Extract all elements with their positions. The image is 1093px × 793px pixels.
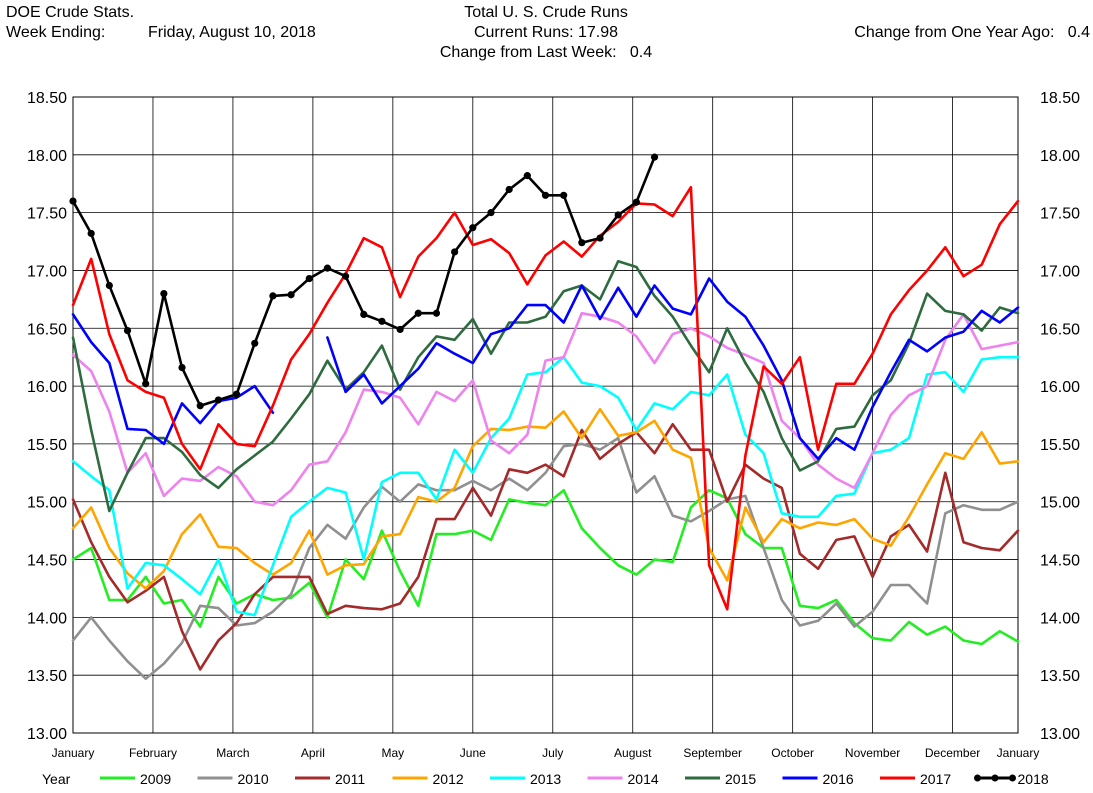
series-line-2015 <box>71 259 1020 513</box>
legend-label-2014: 2014 <box>628 771 659 787</box>
data-point-2018 <box>196 402 204 410</box>
data-point-2018 <box>578 239 586 247</box>
legend-label-2017: 2017 <box>920 771 951 787</box>
data-point-2018 <box>487 209 495 217</box>
data-point-2018 <box>469 224 477 232</box>
x-tick-label: September <box>683 746 742 760</box>
y-tick-label-left: 15.50 <box>27 437 67 454</box>
y-tick-label-left: 18.50 <box>27 90 67 107</box>
x-tick-label: January <box>997 746 1040 760</box>
legend-marker-2018 <box>974 774 981 782</box>
legend-label-2010: 2010 <box>238 771 269 787</box>
y-tick-label-right: 16.00 <box>1040 379 1080 396</box>
data-point-2018 <box>414 309 422 317</box>
series-line-2017 <box>71 185 1020 611</box>
data-point-2018 <box>287 291 295 299</box>
series-line-2011 <box>71 423 1020 671</box>
series-line-2013 <box>71 355 1020 617</box>
change-from-one-year-ago: Change from One Year Ago: 0.4 <box>854 24 1090 41</box>
y-tick-label-left: 17.00 <box>27 263 67 280</box>
data-point-2018 <box>650 153 659 161</box>
x-tick-label: April <box>301 746 325 760</box>
data-point-2018 <box>505 185 513 194</box>
series-line-2012 <box>71 407 1020 590</box>
x-tick-label: May <box>382 746 405 760</box>
legend-marker-2018 <box>991 774 999 782</box>
y-tick-label-left: 16.50 <box>27 321 67 338</box>
week-ending-label: Week Ending: <box>6 24 106 41</box>
legend-marker-2018 <box>1009 774 1016 782</box>
x-tick-label: July <box>542 746 563 760</box>
y-tick-label-right: 18.00 <box>1040 148 1080 165</box>
data-point-2018 <box>105 281 113 290</box>
x-tick-label: December <box>925 746 980 760</box>
y-tick-label-left: 18.00 <box>27 148 67 165</box>
data-point-2018 <box>360 310 368 318</box>
current-runs: Current Runs: 17.98 <box>473 24 619 41</box>
data-point-2018 <box>214 396 222 404</box>
data-point-2018 <box>523 172 531 180</box>
source-label: DOE Crude Stats. <box>6 4 135 21</box>
legend-label-2018: 2018 <box>1018 771 1049 787</box>
legend-label-2011: 2011 <box>335 771 365 787</box>
data-point-2018 <box>160 289 168 298</box>
y-tick-label-left: 15.00 <box>27 495 67 512</box>
y-tick-label-right: 17.50 <box>1040 206 1080 223</box>
x-tick-label: October <box>771 746 814 760</box>
x-tick-label: November <box>845 746 900 760</box>
y-tick-label-right: 13.00 <box>1040 726 1080 743</box>
y-tick-label-left: 14.50 <box>27 553 67 570</box>
legend-label-2009: 2009 <box>140 771 171 787</box>
x-tick-label: February <box>129 746 177 760</box>
data-point-2018 <box>341 272 350 280</box>
legend-label-2013: 2013 <box>530 771 561 787</box>
x-tick-label: January <box>52 746 95 760</box>
legend-title: Year <box>42 771 71 787</box>
data-point-2018 <box>69 197 77 205</box>
data-point-2018 <box>378 317 386 325</box>
data-point-2018 <box>432 309 441 317</box>
data-point-2018 <box>178 363 186 372</box>
data-point-2018 <box>87 229 95 238</box>
week-ending-value: Friday, August 10, 2018 <box>148 24 316 41</box>
data-point-2018 <box>541 191 550 199</box>
y-tick-label-right: 15.50 <box>1040 437 1080 454</box>
data-point-2018 <box>232 390 241 398</box>
y-tick-label-right: 14.50 <box>1040 553 1080 570</box>
y-tick-label-right: 13.50 <box>1040 668 1080 685</box>
data-point-2018 <box>123 326 132 335</box>
x-tick-label: March <box>216 746 249 760</box>
y-tick-label-left: 13.50 <box>27 668 67 685</box>
data-point-2018 <box>251 339 259 347</box>
y-tick-label-right: 17.00 <box>1040 263 1080 280</box>
y-tick-label-left: 16.00 <box>27 379 67 396</box>
change-from-last-week: Change from Last Week: 0.4 <box>439 44 653 61</box>
y-tick-label-right: 18.50 <box>1040 90 1080 107</box>
x-tick-label: June <box>460 746 486 760</box>
data-point-2018 <box>323 264 332 272</box>
y-tick-label-right: 15.00 <box>1040 495 1080 512</box>
legend-label-2015: 2015 <box>725 771 756 787</box>
x-tick-label: August <box>614 746 652 760</box>
chart-title: Total U. S. Crude Runs <box>464 4 628 21</box>
data-point-2018 <box>396 325 404 334</box>
legend-label-2012: 2012 <box>433 771 464 787</box>
series-line-2014 <box>71 311 1020 507</box>
data-point-2018 <box>632 198 640 206</box>
data-point-2018 <box>614 211 622 219</box>
data-point-2018 <box>142 380 150 388</box>
legend-label-2016: 2016 <box>823 771 854 787</box>
y-tick-label-right: 16.50 <box>1040 321 1080 338</box>
series-line-2010 <box>71 436 1020 680</box>
data-point-2018 <box>560 191 568 199</box>
data-point-2018 <box>596 234 604 242</box>
y-tick-label-right: 14.00 <box>1040 610 1080 627</box>
y-tick-label-left: 13.00 <box>27 726 67 743</box>
data-point-2018 <box>269 292 277 300</box>
y-tick-label-left: 17.50 <box>27 206 67 223</box>
data-point-2018 <box>305 274 313 283</box>
y-tick-label-left: 14.00 <box>27 610 67 627</box>
data-point-2018 <box>451 248 459 256</box>
